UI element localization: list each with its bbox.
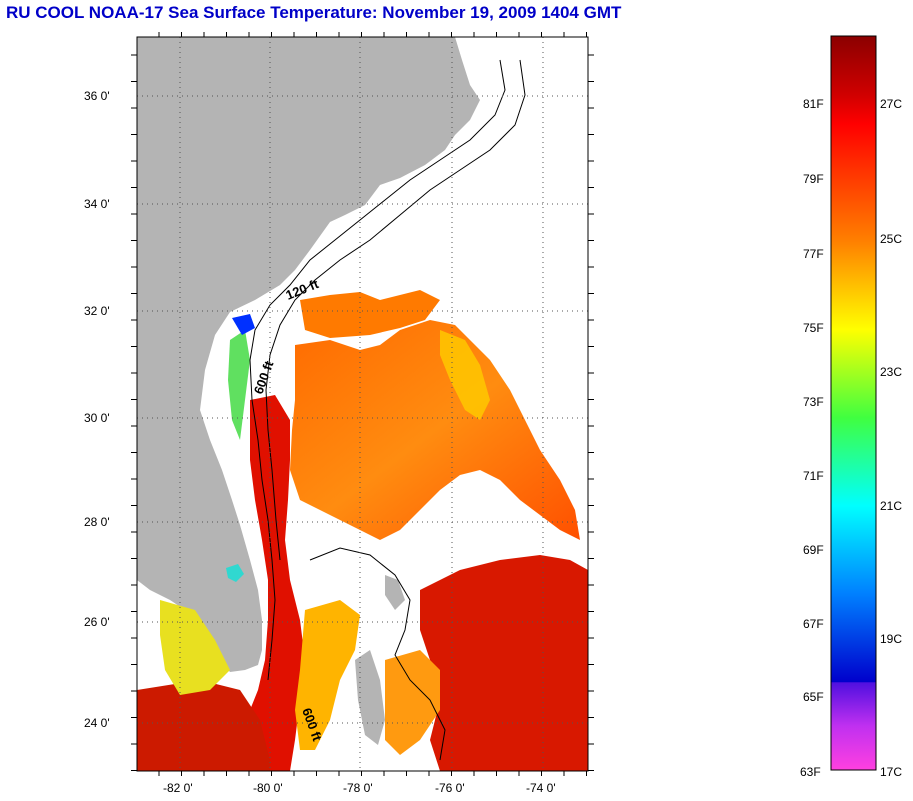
sst-bahamas-east [385,650,440,755]
isobath-120ft [249,59,506,681]
colorbar-gradient [830,35,877,771]
lat-label-24: 24 0' [84,716,110,730]
lon-label-76: -76 0' [435,781,465,795]
cb-c-25: 25C [880,232,902,246]
cb-f-69: 69F [803,543,824,557]
axis-ticks [131,32,594,776]
cb-f-73: 73F [803,395,824,409]
cb-f-75: 75F [803,321,824,335]
cb-f-77: 77F [803,247,824,261]
sst-red-south-florida [137,680,270,771]
sst-red-southeast [420,555,588,771]
cb-c-19: 19C [880,632,902,646]
cb-c-23: 23C [880,365,902,379]
sst-florida-shelf-cool [228,330,250,440]
cb-f-79: 79F [803,172,824,186]
sst-lake-okeechobee [226,564,244,582]
lon-label-74: -74 0' [526,781,556,795]
sst-warm-offshore [290,320,580,540]
lat-label-28: 28 0' [84,515,110,529]
cb-f-67: 67F [803,617,824,631]
cb-f-71: 71F [803,469,824,483]
lat-label-32: 32 0' [84,304,110,318]
lat-label-26: 26 0' [84,615,110,629]
land-bahamas-abaco [385,575,405,610]
land-bahamas-andros [355,650,385,745]
sst-coastal-blue [232,314,255,335]
cb-c-17: 17C [880,765,902,779]
cb-f-81: 81F [803,97,824,111]
cb-f-65: 65F [803,690,824,704]
lon-label-78: -78 0' [343,781,373,795]
lon-label-82: -82 0' [163,781,193,795]
cb-c-27: 27C [880,97,902,111]
map-title: RU COOL NOAA-17 Sea Surface Temperature:… [6,3,622,22]
lat-label-36: 36 0' [84,89,110,103]
lon-label-80: -80 0' [253,781,283,795]
sst-bahamas-bank [295,600,360,750]
graticule [137,37,588,771]
land-southeast-us [137,37,480,672]
map-frame [136,36,589,772]
sst-orange-north [300,290,440,338]
lat-label-34: 34 0' [84,197,110,211]
isobath-600ft [265,59,526,561]
sst-west-florida-yellow [160,600,230,695]
cb-f-63: 63F [800,765,821,779]
cb-c-21: 21C [880,499,902,513]
lat-label-30: 30 0' [84,411,110,425]
